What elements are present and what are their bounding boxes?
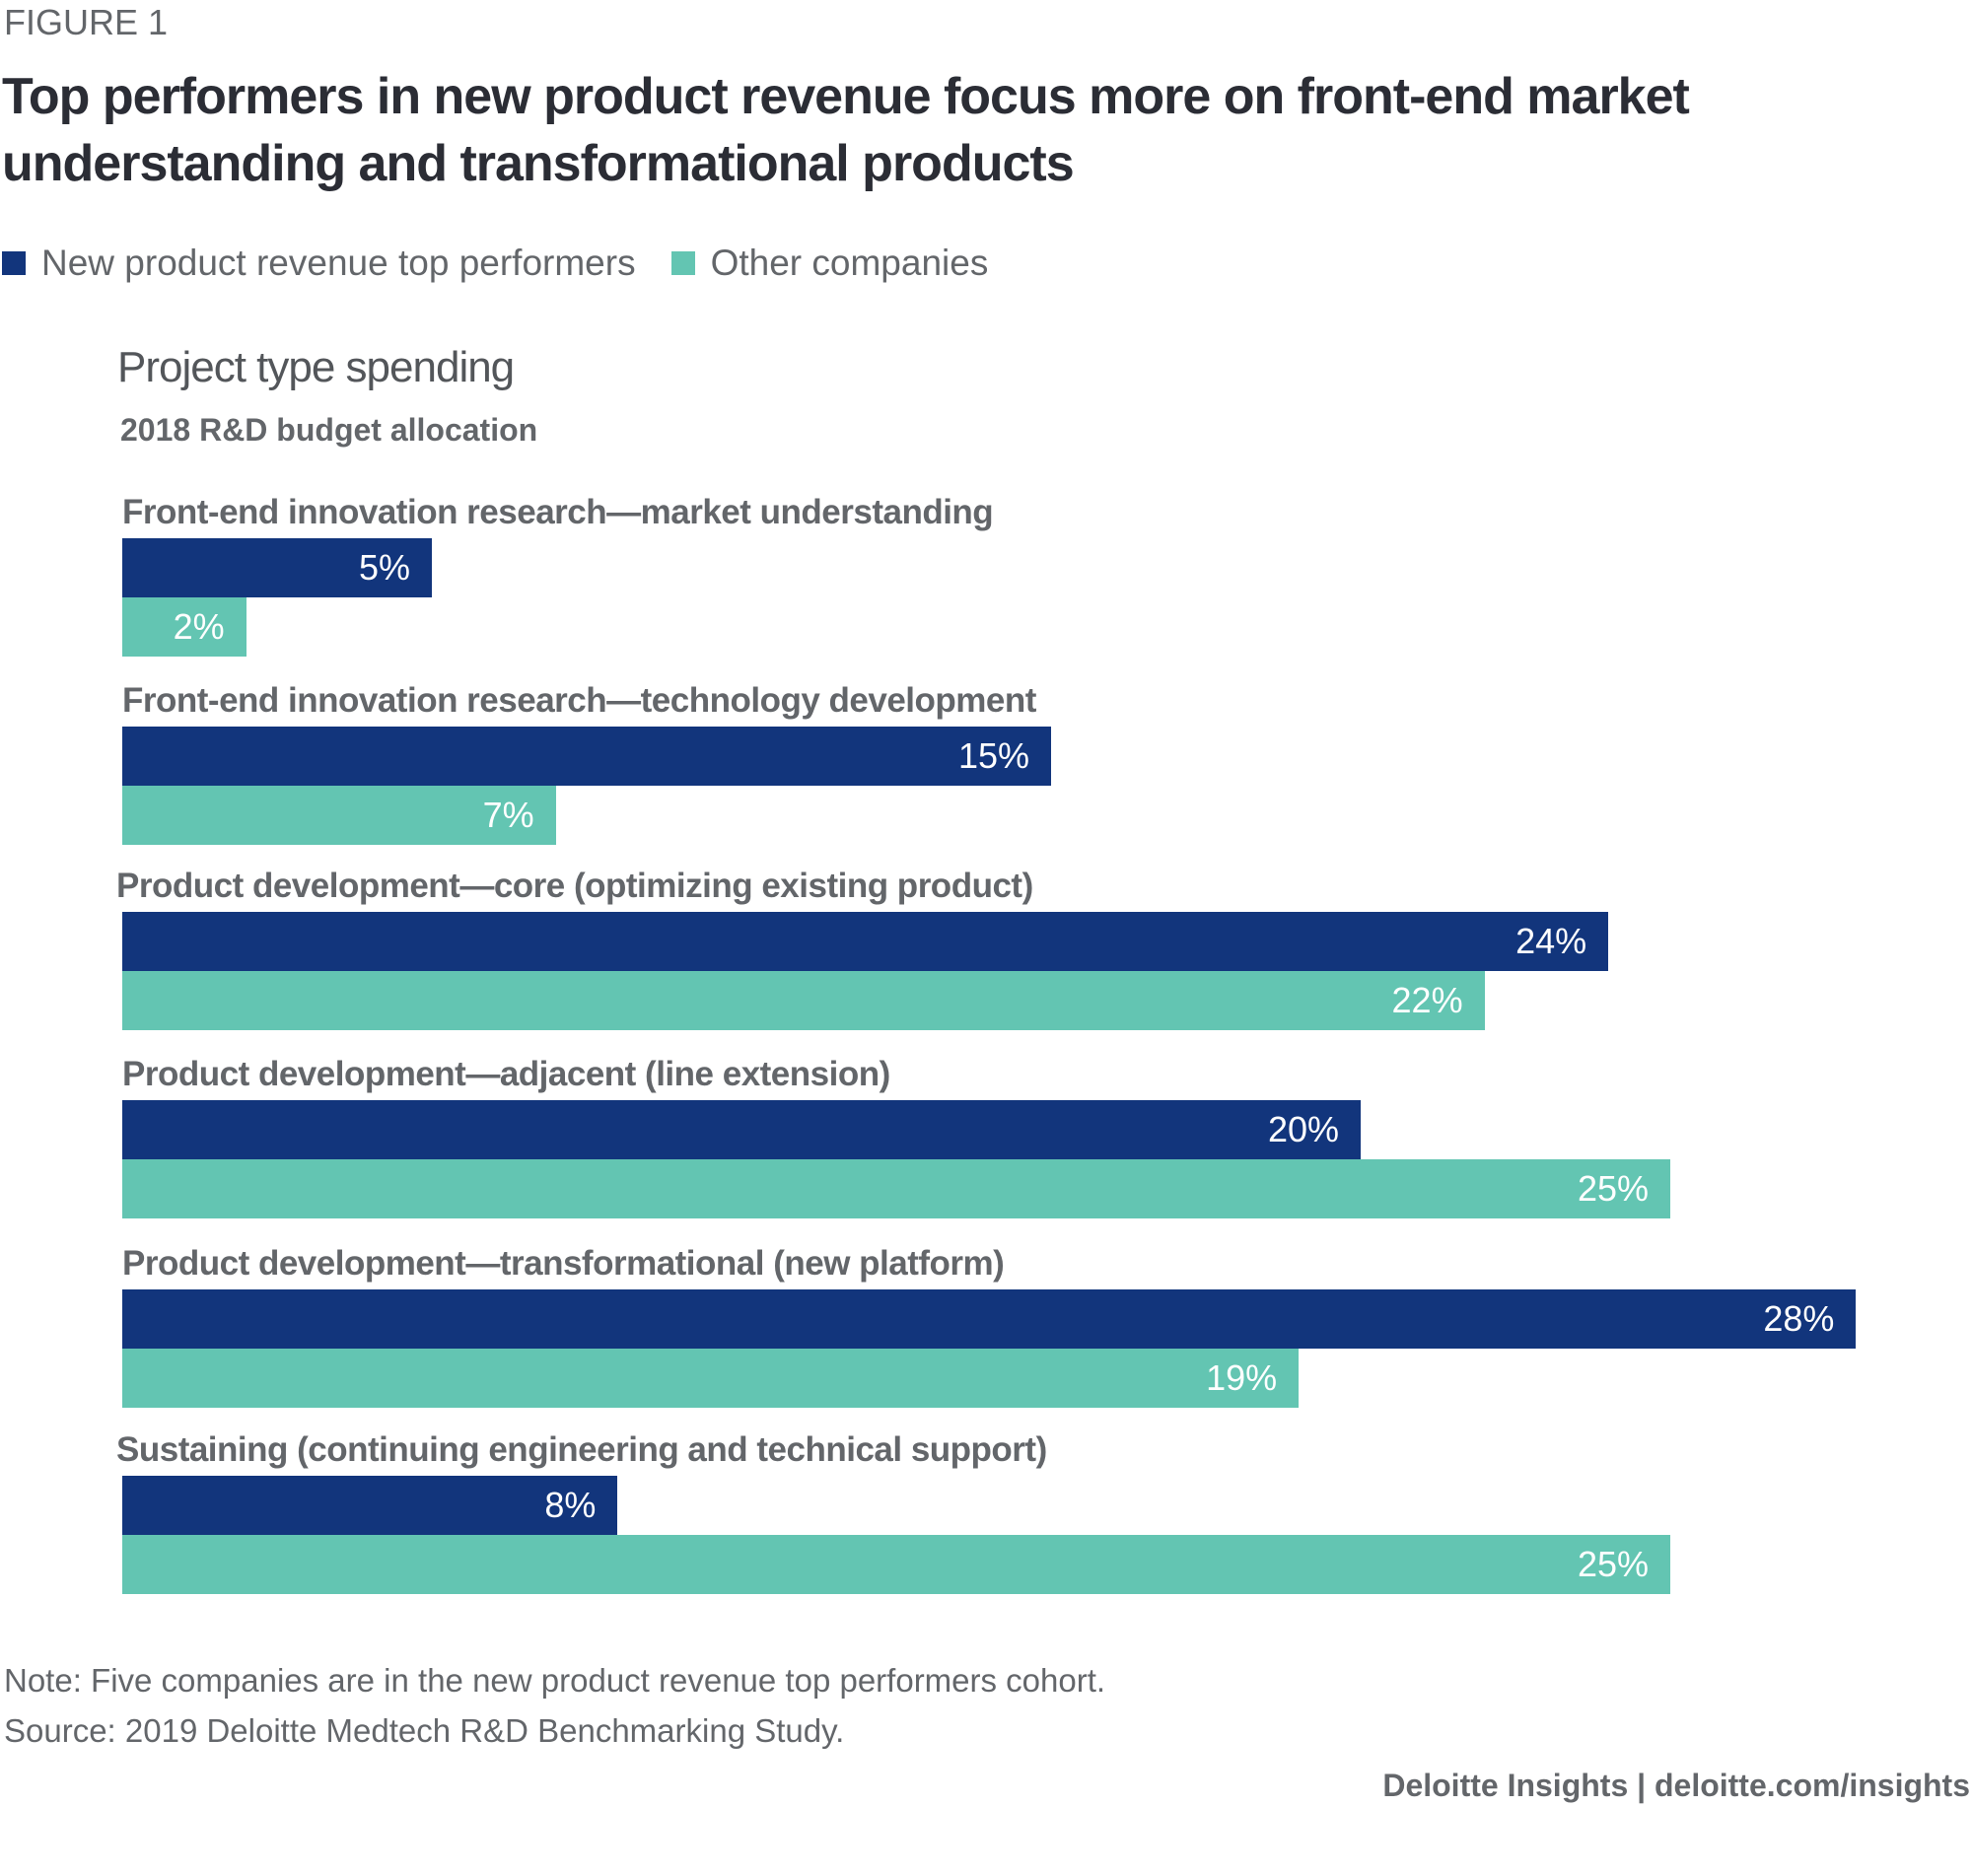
footnote: Note: Five companies are in the new prod… <box>4 1662 1106 1699</box>
chart-title-line-2: understanding and transformational produ… <box>2 135 1075 192</box>
bar-top-performers: 28% <box>122 1289 1857 1349</box>
legend-item-top-performers: New product revenue top performers <box>2 243 636 284</box>
bar-value-label: 25% <box>1577 1544 1649 1584</box>
bar-value-label: 20% <box>1267 1109 1339 1149</box>
bar-value-label: 5% <box>358 547 410 588</box>
bar-top-performers: 5% <box>122 538 432 597</box>
source-line: Source: 2019 Deloitte Medtech R&D Benchm… <box>4 1712 845 1749</box>
legend-label-top-performers: New product revenue top performers <box>41 243 636 283</box>
bar-value-label: 24% <box>1515 921 1587 961</box>
bar-value-label: 25% <box>1577 1168 1649 1209</box>
category-label: Front-end innovation research—technology… <box>122 681 1036 720</box>
legend-swatch-top-performers <box>2 251 26 275</box>
chart-title-line-1: Top performers in new product revenue fo… <box>2 68 1690 125</box>
legend-label-other-companies: Other companies <box>710 243 989 283</box>
bar-top-performers: 24% <box>122 912 1609 971</box>
legend-swatch-other-companies <box>670 251 695 275</box>
panel-subtitle: 2018 R&D budget allocation <box>120 412 538 448</box>
bar-value-label: 15% <box>957 735 1029 776</box>
category-label: Product development—adjacent (line exten… <box>122 1055 890 1093</box>
bar-other-companies: 22% <box>122 971 1485 1030</box>
bar-value-label: 28% <box>1763 1298 1835 1339</box>
bar-value-label: 2% <box>173 606 225 647</box>
bar-top-performers: 20% <box>122 1100 1361 1159</box>
category-label: Sustaining (continuing engineering and t… <box>116 1430 1047 1469</box>
bar-value-label: 19% <box>1206 1357 1278 1398</box>
legend-item-other-companies: Other companies <box>670 243 989 284</box>
bar-value-label: 22% <box>1391 980 1463 1020</box>
panel-title: Project type spending <box>117 343 515 391</box>
category-label: Product development—core (optimizing exi… <box>116 867 1033 905</box>
bar-other-companies: 7% <box>122 786 556 845</box>
category-label: Product development—transformational (ne… <box>122 1244 1005 1283</box>
bar-other-companies: 25% <box>122 1535 1670 1594</box>
bar-top-performers: 8% <box>122 1476 618 1535</box>
bar-other-companies: 2% <box>122 597 246 657</box>
bar-value-label: 8% <box>544 1485 597 1525</box>
figure-label: FIGURE 1 <box>4 2 169 42</box>
bar-top-performers: 15% <box>122 727 1051 786</box>
bar-value-label: 7% <box>482 795 534 835</box>
publisher-credit: Deloitte Insights | deloitte.com/insight… <box>1382 1768 1970 1803</box>
bar-other-companies: 25% <box>122 1159 1670 1218</box>
category-label: Front-end innovation research—market und… <box>122 493 994 531</box>
bar-other-companies: 19% <box>122 1349 1300 1408</box>
legend: New product revenue top performers Other… <box>2 243 1023 284</box>
